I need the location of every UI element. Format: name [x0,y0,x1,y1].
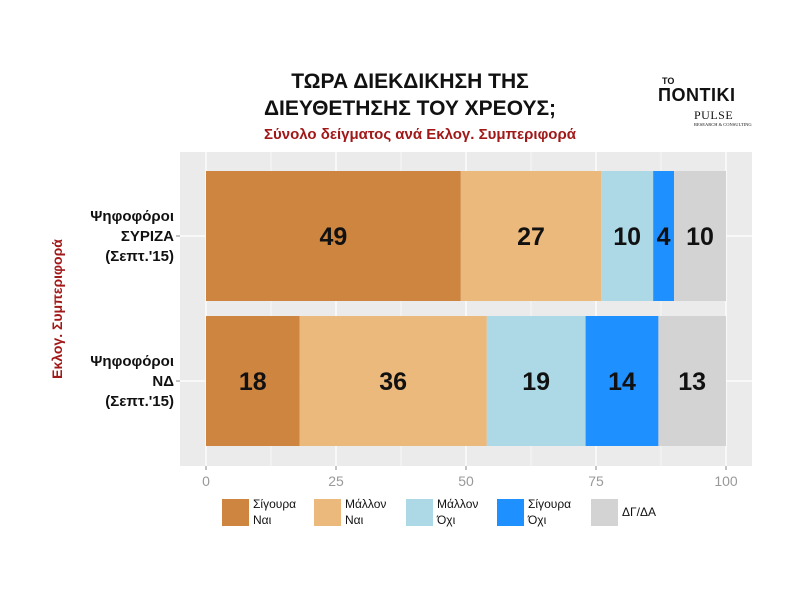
logo-name: ΠΟΝΤΙΚΙ [658,85,736,105]
bar-segment [658,316,726,446]
legend-swatch [497,499,524,526]
data-label: 18 [239,368,267,396]
chart-subtitle: Σύνολο δείγματος ανά Εκλογ. Συμπεριφορά [264,126,576,143]
legend-label: Σίγουρα [253,497,296,511]
chart-title: ΤΩΡΑ ΔΙΕΚΔΙΚΗΣΗ ΤΗΣ ΔΙΕΥΘΕΤΗΣΗΣ ΤΟΥ ΧΡΕΟ… [220,68,600,122]
data-label: 49 [319,223,347,251]
bar-segment [601,171,654,301]
chart-title-line-1: ΤΩΡΑ ΔΙΕΚΔΙΚΗΣΗ ΤΗΣ [291,70,529,93]
y-tick-label: (Σεπτ.'15) [105,248,174,265]
bar-segment [460,171,602,301]
bar-segment [674,171,726,301]
bar-segment [299,316,487,446]
data-label: 27 [517,223,545,251]
x-tick-label: 50 [458,473,474,489]
legend-swatch [591,499,618,526]
logo-subtext: RESEARCH & CONSULTING [694,122,752,127]
legend-label: Μάλλον [345,497,386,511]
legend-label: Όχι [527,513,547,527]
x-tick-label: 25 [328,473,344,489]
chart-title-line-2: ΔΙΕΥΘΕΤΗΣΗΣ ΤΟΥ ΧΡΕΟΥΣ; [263,97,557,120]
data-label: 4 [657,223,671,251]
y-tick-label: ΝΔ [152,373,174,390]
y-axis-title: Εκλογ. Συμπεριφορά [49,239,65,379]
y-tick-label: ΣΥΡΙΖΑ [121,228,174,245]
data-label: 36 [379,368,407,396]
data-label: 13 [678,368,706,396]
data-label: 14 [608,368,636,396]
legend-label: Ναι [345,513,364,527]
bar-segment [206,171,461,301]
y-tick-label: Ψηφοφόροι [90,208,174,225]
y-tick-label: (Σεπτ.'15) [105,393,174,410]
x-tick-label: 100 [714,473,738,489]
bar-segment [206,316,300,446]
x-tick-label: 75 [588,473,604,489]
legend-label: Όχι [436,513,456,527]
legend-swatch [406,499,433,526]
logo-small-text: ΤΟ [662,76,675,86]
x-tick-label: 0 [202,473,210,489]
legend-label: Σίγουρα [528,497,571,511]
data-label: 10 [613,223,641,251]
bar-segment [653,171,674,301]
y-tick-label: Ψηφοφόροι [90,353,174,370]
data-label: 19 [522,368,550,396]
legend-label: Ναι [253,513,272,527]
bar-segment [486,316,586,446]
data-label: 10 [686,223,714,251]
logo-pulse: PULSE [694,108,734,122]
legend-swatch [222,499,249,526]
legend-swatch [314,499,341,526]
legend-label: ΔΓ/ΔΑ [622,505,656,519]
legend-label: Μάλλον [437,497,478,511]
bar-segment [585,316,659,446]
pontiki-pulse-logo: ΤΟ ΠΟΝΤΙΚΙ PULSE RESEARCH & CONSULTING [658,76,758,132]
